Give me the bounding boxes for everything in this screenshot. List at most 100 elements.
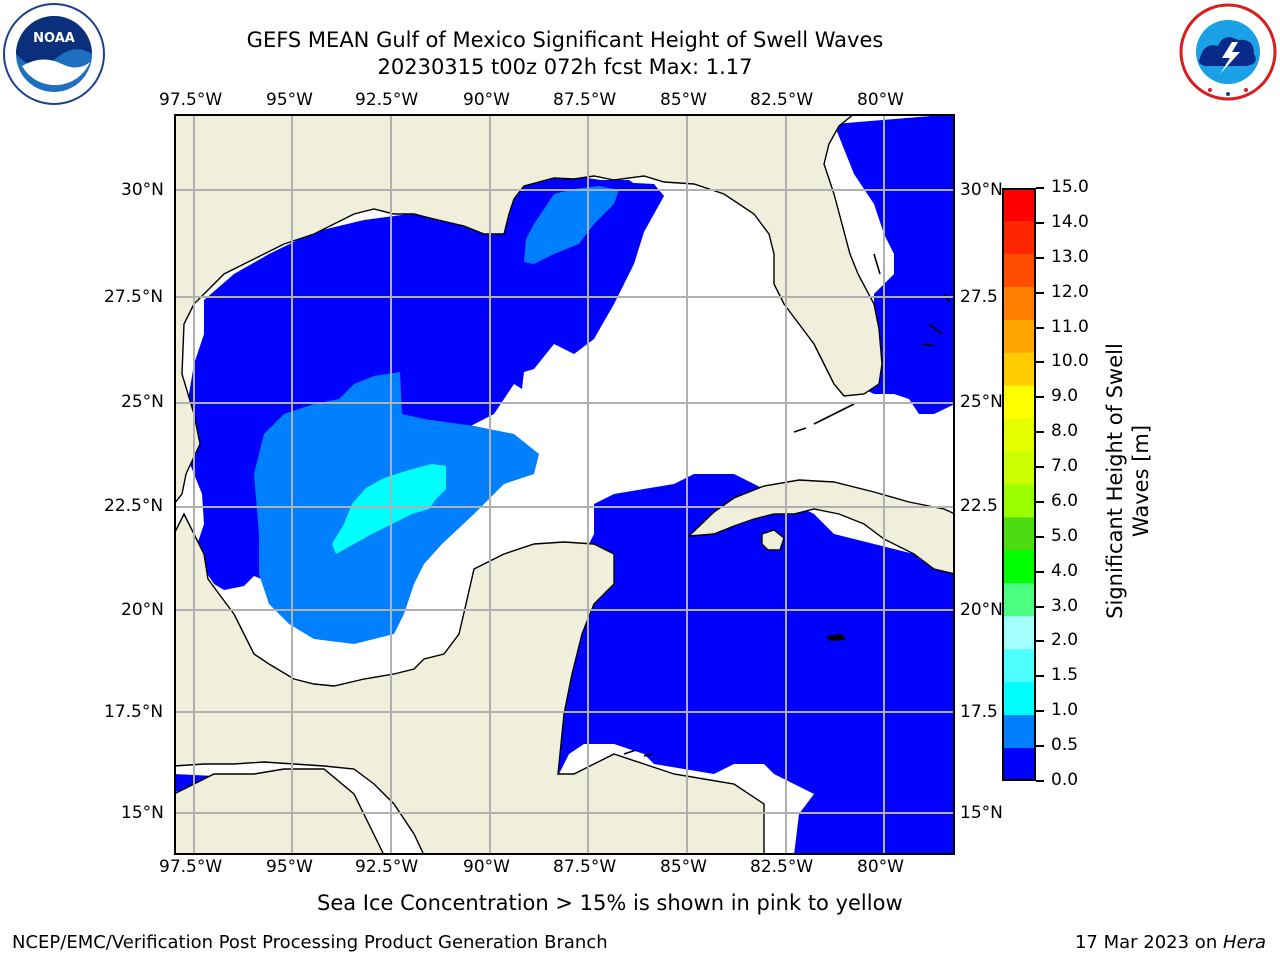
lat-tick-right-5: 20°N bbox=[960, 600, 1003, 620]
colorbar-band bbox=[1002, 616, 1036, 650]
colorbar-tick-mark bbox=[1036, 605, 1044, 608]
colorbar-tick-label: 0.5 bbox=[1051, 735, 1079, 756]
lon-tick-bottom-8: 80°W bbox=[857, 857, 904, 877]
colorbar-band bbox=[1002, 220, 1036, 255]
lat-tick-left-7: 15°N bbox=[121, 803, 164, 823]
lon-tick-bottom-7: 82.5°W bbox=[750, 857, 814, 877]
colorbar-tick-label: 11.0 bbox=[1051, 316, 1089, 337]
land-mexico-central-america bbox=[174, 512, 765, 855]
land-isla-juventud bbox=[761, 529, 785, 551]
colorbar-band bbox=[1002, 649, 1036, 683]
colorbar-tick-label: 1.5 bbox=[1051, 665, 1079, 686]
colorbar-tick-mark bbox=[1036, 535, 1044, 538]
land-bahamas bbox=[873, 253, 951, 347]
colorbar-tick-mark bbox=[1036, 431, 1044, 434]
lat-tick-right-7: 15°N bbox=[960, 803, 1003, 823]
lon-tick-top-8: 80°W bbox=[857, 90, 904, 110]
lon-tick-top-5: 87.5°W bbox=[553, 90, 617, 110]
lon-tick-top-2: 95°W bbox=[266, 90, 313, 110]
lon-tick-bottom-2: 95°W bbox=[266, 857, 313, 877]
lon-tick-bottom-5: 87.5°W bbox=[553, 857, 617, 877]
lon-tick-bottom-1: 97.5°W bbox=[159, 857, 223, 877]
colorbar-tick-mark bbox=[1036, 291, 1044, 294]
colorbar-tick-label: 6.0 bbox=[1051, 490, 1079, 511]
colorbar-tick-mark bbox=[1036, 361, 1044, 364]
date-footer: 17 Mar 2023 on Hera bbox=[1075, 932, 1266, 953]
colorbar-tick-label: 9.0 bbox=[1051, 386, 1079, 407]
lat-tick-right-2: 27.5 bbox=[960, 287, 998, 307]
colorbar-label-line1: Significant Height of Swell bbox=[1103, 343, 1127, 619]
lon-tick-bottom-6: 85°W bbox=[660, 857, 707, 877]
colorbar-tick-mark bbox=[1036, 256, 1044, 259]
lon-tick-bottom-4: 90°W bbox=[463, 857, 510, 877]
land-united-states bbox=[174, 114, 955, 506]
host-name: Hera bbox=[1222, 932, 1266, 953]
colorbar-band bbox=[1002, 253, 1036, 288]
map-plot bbox=[174, 114, 955, 855]
colorbar-tick-mark bbox=[1036, 570, 1044, 573]
lon-tick-top-7: 82.5°W bbox=[750, 90, 814, 110]
lat-tick-left-3: 25°N bbox=[121, 392, 164, 412]
land-bay-islands bbox=[623, 749, 653, 757]
colorbar-tick-mark bbox=[1036, 221, 1044, 224]
colorbar-tick-label: 4.0 bbox=[1051, 560, 1079, 581]
lat-tick-right-6: 17.5 bbox=[960, 702, 998, 722]
colorbar-tick-label: 5.0 bbox=[1051, 525, 1079, 546]
lon-tick-top-3: 92.5°W bbox=[355, 90, 419, 110]
land-florida-keys bbox=[793, 403, 855, 433]
colorbar bbox=[1002, 188, 1036, 781]
land-cuba bbox=[687, 479, 955, 575]
colorbar-tick-mark bbox=[1036, 780, 1044, 782]
colorbar-band bbox=[1002, 352, 1036, 387]
map-grid bbox=[174, 114, 955, 855]
lat-tick-left-4: 22.5°N bbox=[104, 496, 164, 516]
colorbar-tick-mark bbox=[1036, 187, 1044, 189]
colorbar-tick-label: 15.0 bbox=[1051, 177, 1089, 197]
date-text: 17 Mar 2023 on bbox=[1074, 932, 1223, 953]
colorbar-band bbox=[1002, 418, 1036, 453]
colorbar-band bbox=[1002, 748, 1036, 781]
land-jamaica bbox=[826, 634, 846, 641]
colorbar-tick-label: 8.0 bbox=[1051, 421, 1079, 442]
colorbar-tick-mark bbox=[1036, 675, 1044, 678]
colorbar-band bbox=[1002, 188, 1036, 222]
colorbar-tick-mark bbox=[1036, 710, 1044, 713]
colorbar-tick-label: 13.0 bbox=[1051, 246, 1089, 267]
sea-ice-note: Sea Ice Concentration > 15% is shown in … bbox=[317, 891, 903, 915]
northeast-gulf-mid bbox=[524, 186, 619, 264]
lat-tick-right-1: 30°N bbox=[960, 180, 1003, 200]
colorbar-band bbox=[1002, 682, 1036, 716]
colorbar-band bbox=[1002, 484, 1036, 519]
colorbar-tick-mark bbox=[1036, 396, 1044, 399]
nws-logo-icon bbox=[1179, 3, 1277, 101]
noaa-logo-icon: NOAA bbox=[3, 3, 105, 105]
colorbar-band bbox=[1002, 319, 1036, 354]
colorbar-band bbox=[1002, 550, 1036, 584]
map-subtitle: 20230315 t00z 072h fcst Max: 1.17 bbox=[377, 55, 753, 79]
colorbar-tick-mark bbox=[1036, 640, 1044, 643]
lat-tick-right-3: 25°N bbox=[960, 392, 1003, 412]
colorbar-label-line2: Waves [m] bbox=[1129, 424, 1153, 538]
colorbar-band bbox=[1002, 385, 1036, 420]
colorbar-tick-label: 7.0 bbox=[1051, 456, 1079, 477]
colorbar-band bbox=[1002, 286, 1036, 321]
colorbar-tick-label: 14.0 bbox=[1051, 211, 1089, 232]
lat-tick-left-6: 17.5°N bbox=[104, 702, 164, 722]
colorbar-tick-label: 1.0 bbox=[1051, 700, 1079, 721]
lon-tick-bottom-3: 92.5°W bbox=[355, 857, 419, 877]
colorbar-tick-mark bbox=[1036, 466, 1044, 469]
colorbar-tick-label: 10.0 bbox=[1051, 351, 1089, 372]
central-gulf-high bbox=[332, 464, 446, 554]
lon-tick-top-4: 90°W bbox=[463, 90, 510, 110]
map-title: GEFS MEAN Gulf of Mexico Significant Hei… bbox=[246, 28, 884, 52]
noaa-logo-text: NOAA bbox=[33, 31, 75, 46]
lat-tick-left-5: 20°N bbox=[121, 600, 164, 620]
colorbar-tick-mark bbox=[1036, 500, 1044, 503]
colorbar-tick-mark bbox=[1036, 326, 1044, 329]
lat-tick-right-4: 22.5 bbox=[960, 496, 998, 516]
lat-tick-left-1: 30°N bbox=[121, 180, 164, 200]
colorbar-band bbox=[1002, 715, 1036, 749]
credit-footer: NCEP/EMC/Verification Post Processing Pr… bbox=[12, 932, 608, 953]
colorbar-tick-label: 0.0 bbox=[1051, 770, 1079, 790]
colorbar-tick-mark bbox=[1036, 745, 1044, 748]
